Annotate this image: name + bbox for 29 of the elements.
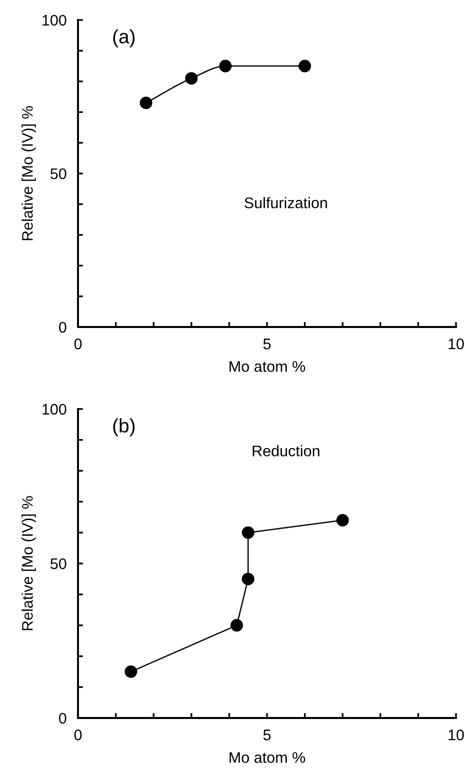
point [124,665,138,678]
y-tick-label: 50 [50,168,66,180]
annotation: (b) [113,418,135,436]
y-axis-title: Relative [Mo (IV)] % [22,496,36,630]
point [230,619,244,632]
annotation: Reduction [252,445,320,456]
x-tick-label: 5 [263,730,271,740]
annotation: (a) [113,29,135,48]
x-axis-title: Mo atom % [230,752,306,763]
annotation: Sulfurization [244,197,327,208]
x-tick-label: 10 [448,338,464,350]
x-axis-title: Mo atom % [230,361,306,372]
point [140,96,152,110]
y-axis-title: Relative [Mo (IV)] % [22,106,36,240]
y-tick-label: 100 [42,404,66,415]
y-tick-label: 0 [58,712,66,724]
y-tick-label: 50 [50,558,66,570]
point [219,60,232,72]
x-tick-label: 5 [263,338,271,350]
point [298,60,312,72]
x-tick-label: 0 [74,730,82,740]
point [242,572,254,586]
x-tick-label: 0 [74,338,82,350]
point [185,72,198,85]
y-tick-label: 0 [58,322,66,333]
y-tick-label: 100 [42,14,66,26]
point [336,514,349,526]
point [242,526,254,539]
x-tick-label: 10 [448,730,464,740]
